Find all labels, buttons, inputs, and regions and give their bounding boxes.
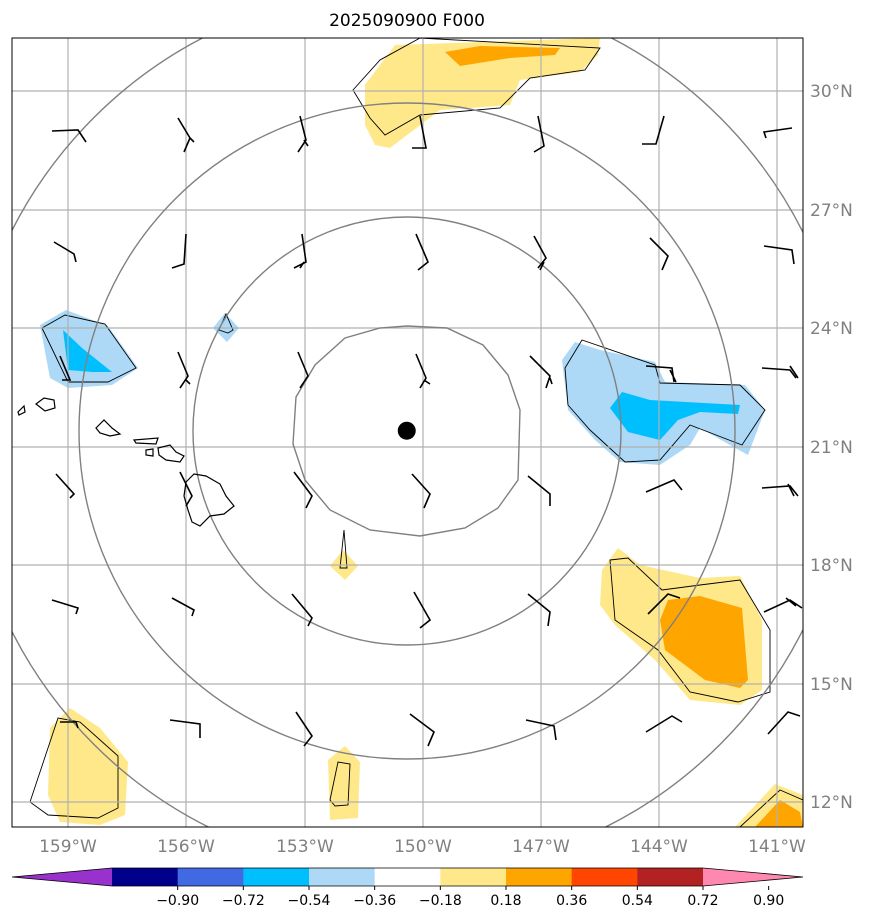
map-area xyxy=(12,38,803,827)
positive-anomaly-southwest xyxy=(48,708,128,825)
lon-label: 144°W xyxy=(630,837,688,857)
latitude-labels: 30°N 27°N 24°N 21°N 18°N 15°N 12°N xyxy=(810,82,853,813)
lat-label: 15°N xyxy=(810,675,853,695)
lon-label: 159°W xyxy=(39,837,97,857)
colorbar-tick-label: −0.18 xyxy=(419,893,462,909)
colorbar-swatch xyxy=(506,868,573,886)
colorbar-extend-low xyxy=(12,868,112,886)
lat-label: 24°N xyxy=(810,319,853,339)
lat-label: 18°N xyxy=(810,556,853,576)
colorbar-swatch xyxy=(112,868,179,886)
lon-label: 156°W xyxy=(157,837,215,857)
colorbar-swatch xyxy=(177,868,244,886)
colorbar-tick-label: 0.90 xyxy=(753,893,784,909)
colorbar-tick-label: −0.90 xyxy=(156,893,199,909)
range-rings xyxy=(12,38,803,827)
map-frame xyxy=(11,37,804,828)
positive-anomaly-corner-core xyxy=(755,800,803,827)
lon-label: 153°W xyxy=(276,837,334,857)
shaded-anomaly-fields xyxy=(40,38,803,827)
colorbar-swatch xyxy=(243,868,310,886)
lon-label: 150°W xyxy=(394,837,452,857)
longitude-labels: 159°W 156°W 153°W 150°W 147°W 144°W 141°… xyxy=(39,837,806,857)
colorbar-extend-high xyxy=(703,868,803,886)
negative-anomaly-west-core xyxy=(63,330,112,372)
colorbar-tick-label: −0.72 xyxy=(222,893,265,909)
colorbar-tick-label: 0.18 xyxy=(490,893,521,909)
wind-barbs xyxy=(51,115,803,747)
lat-label: 27°N xyxy=(810,201,853,221)
colorbar-tick-label: −0.36 xyxy=(353,893,396,909)
lat-label: 30°N xyxy=(810,82,853,102)
positive-anomaly-south xyxy=(328,746,360,820)
colorbar-tick-label: 0.54 xyxy=(622,893,653,909)
colorbar-tick-label: −0.54 xyxy=(288,893,331,909)
lat-label: 21°N xyxy=(810,438,853,458)
lon-label: 147°W xyxy=(512,837,570,857)
hawaii-coastline xyxy=(17,397,235,527)
colorbar-swatch xyxy=(309,868,376,886)
storm-center-marker xyxy=(397,421,416,440)
colorbar-tick-label: 0.72 xyxy=(687,893,718,909)
colorbar-outline xyxy=(11,867,804,887)
colorbar-swatch xyxy=(374,868,441,886)
lon-label: 141°W xyxy=(748,837,806,857)
colorbar-tick-label: 0.36 xyxy=(556,893,587,909)
positive-anomaly-top-core xyxy=(445,46,560,66)
lat-label: 12°N xyxy=(810,793,853,813)
colorbar-swatch xyxy=(637,868,704,886)
positive-anomaly-southeast-core xyxy=(660,596,748,688)
colorbar-swatch xyxy=(440,868,507,886)
map-title: 2025090900 F000 xyxy=(329,11,485,31)
negative-anomaly-east-core xyxy=(610,392,740,440)
colorbar: −0.90 −0.72 −0.54 −0.36 −0.18 0.18 0.36 0.54 0.7… xyxy=(11,867,804,909)
graticule xyxy=(12,38,803,827)
colorbar-swatch xyxy=(571,868,638,886)
